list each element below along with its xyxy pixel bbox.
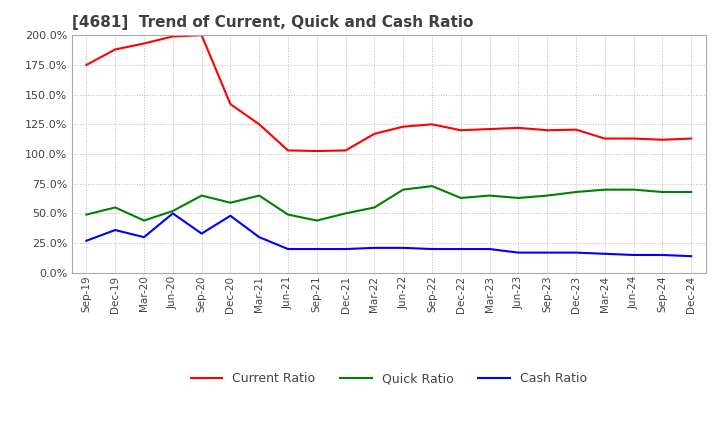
Current Ratio — [140, 41, 148, 46]
Cash Ratio — [543, 250, 552, 255]
Cash Ratio — [226, 213, 235, 218]
Current Ratio — [312, 148, 321, 154]
Current Ratio — [255, 121, 264, 127]
Cash Ratio — [312, 246, 321, 252]
Quick Ratio — [168, 209, 177, 214]
Current Ratio — [572, 127, 580, 132]
Cash Ratio — [600, 251, 609, 257]
Text: [4681]  Trend of Current, Quick and Cash Ratio: [4681] Trend of Current, Quick and Cash … — [72, 15, 473, 30]
Quick Ratio — [485, 193, 494, 198]
Quick Ratio — [82, 212, 91, 217]
Current Ratio — [629, 136, 638, 141]
Current Ratio — [370, 131, 379, 136]
Quick Ratio — [658, 189, 667, 194]
Current Ratio — [284, 148, 292, 153]
Current Ratio — [111, 47, 120, 52]
Quick Ratio — [629, 187, 638, 192]
Cash Ratio — [399, 245, 408, 250]
Current Ratio — [168, 34, 177, 39]
Cash Ratio — [456, 246, 465, 252]
Legend: Current Ratio, Quick Ratio, Cash Ratio: Current Ratio, Quick Ratio, Cash Ratio — [186, 367, 592, 390]
Quick Ratio — [572, 189, 580, 194]
Cash Ratio — [197, 231, 206, 236]
Current Ratio — [399, 124, 408, 129]
Quick Ratio — [514, 195, 523, 201]
Current Ratio — [428, 121, 436, 127]
Quick Ratio — [226, 200, 235, 205]
Current Ratio — [226, 102, 235, 107]
Current Ratio — [485, 126, 494, 132]
Quick Ratio — [428, 183, 436, 189]
Quick Ratio — [197, 193, 206, 198]
Cash Ratio — [687, 253, 696, 259]
Cash Ratio — [168, 211, 177, 216]
Current Ratio — [687, 136, 696, 141]
Cash Ratio — [341, 246, 350, 252]
Quick Ratio — [399, 187, 408, 192]
Cash Ratio — [658, 252, 667, 257]
Quick Ratio — [140, 218, 148, 223]
Cash Ratio — [514, 250, 523, 255]
Current Ratio — [341, 148, 350, 153]
Quick Ratio — [111, 205, 120, 210]
Line: Current Ratio: Current Ratio — [86, 35, 691, 151]
Quick Ratio — [600, 187, 609, 192]
Quick Ratio — [341, 211, 350, 216]
Cash Ratio — [140, 235, 148, 240]
Current Ratio — [600, 136, 609, 141]
Current Ratio — [514, 125, 523, 131]
Quick Ratio — [284, 212, 292, 217]
Quick Ratio — [687, 189, 696, 194]
Current Ratio — [456, 128, 465, 133]
Quick Ratio — [456, 195, 465, 201]
Line: Quick Ratio: Quick Ratio — [86, 186, 691, 220]
Current Ratio — [658, 137, 667, 143]
Cash Ratio — [82, 238, 91, 243]
Cash Ratio — [428, 246, 436, 252]
Line: Cash Ratio: Cash Ratio — [86, 213, 691, 256]
Cash Ratio — [572, 250, 580, 255]
Cash Ratio — [370, 245, 379, 250]
Current Ratio — [197, 33, 206, 38]
Cash Ratio — [284, 246, 292, 252]
Cash Ratio — [111, 227, 120, 233]
Quick Ratio — [312, 218, 321, 223]
Current Ratio — [82, 62, 91, 67]
Quick Ratio — [370, 205, 379, 210]
Quick Ratio — [543, 193, 552, 198]
Cash Ratio — [485, 246, 494, 252]
Cash Ratio — [629, 252, 638, 257]
Current Ratio — [543, 128, 552, 133]
Cash Ratio — [255, 235, 264, 240]
Quick Ratio — [255, 193, 264, 198]
